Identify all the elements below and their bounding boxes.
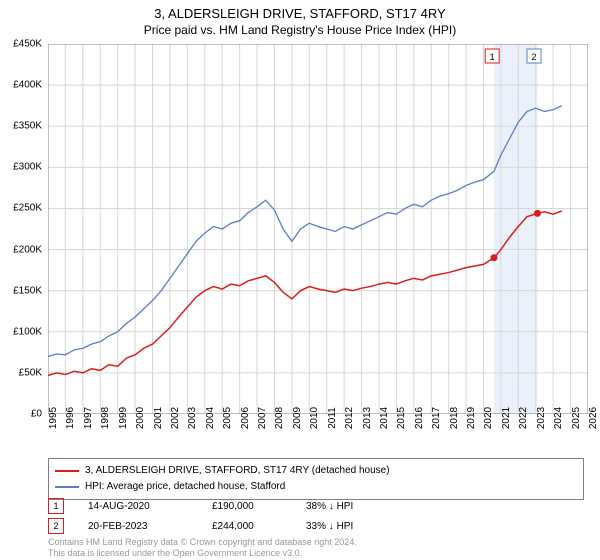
y-tick-label: £250K — [13, 203, 42, 214]
footer-line1: Contains HM Land Registry data © Crown c… — [48, 537, 357, 548]
transactions-list: 1 14-AUG-2020 £190,000 38% ↓ HPI 2 20-FEB-202… — [48, 498, 588, 538]
chart-subtitle: Price paid vs. HM Land Registry's House … — [0, 21, 600, 37]
x-tick-label: 2004 — [205, 407, 216, 429]
x-tick-label: 2017 — [431, 407, 442, 429]
legend-swatch — [55, 486, 79, 488]
transaction-badge: 2 — [48, 518, 64, 534]
x-tick-label: 1998 — [100, 407, 111, 429]
x-tick-label: 2006 — [240, 407, 251, 429]
y-tick-label: £0 — [31, 409, 42, 420]
y-tick-label: £300K — [13, 162, 42, 173]
svg-text:1: 1 — [490, 52, 495, 62]
x-tick-label: 2009 — [292, 407, 303, 429]
y-tick-label: £450K — [13, 39, 42, 50]
x-tick-label: 2023 — [536, 407, 547, 429]
x-tick-label: 2016 — [414, 407, 425, 429]
transaction-pct: 38% ↓ HPI — [306, 501, 396, 512]
x-tick-label: 2003 — [187, 407, 198, 429]
x-tick-label: 2022 — [518, 407, 529, 429]
footer-line2: This data is licensed under the Open Gov… — [48, 548, 357, 559]
x-tick-label: 1999 — [118, 407, 129, 429]
x-tick-label: 2008 — [274, 407, 285, 429]
chart-area: 12 £0£50K£100K£150K£200K£250K£300K£350K£… — [48, 44, 588, 414]
y-tick-label: £50K — [19, 367, 42, 378]
y-tick-label: £350K — [13, 121, 42, 132]
x-tick-label: 2015 — [396, 407, 407, 429]
legend-label: 3, ALDERSLEIGH DRIVE, STAFFORD, ST17 4RY… — [85, 463, 390, 479]
transaction-row: 2 20-FEB-2023 £244,000 33% ↓ HPI — [48, 518, 588, 534]
legend-box: 3, ALDERSLEIGH DRIVE, STAFFORD, ST17 4RY… — [48, 458, 584, 500]
x-tick-label: 2024 — [553, 407, 564, 429]
footer-attribution: Contains HM Land Registry data © Crown c… — [48, 537, 357, 559]
x-tick-label: 2010 — [309, 407, 320, 429]
legend-label: HPI: Average price, detached house, Staf… — [85, 479, 285, 495]
legend-item: 3, ALDERSLEIGH DRIVE, STAFFORD, ST17 4RY… — [55, 463, 577, 479]
x-tick-label: 2012 — [344, 407, 355, 429]
transaction-date: 20-FEB-2023 — [88, 521, 188, 532]
x-tick-label: 2014 — [379, 407, 390, 429]
plot-svg: 12 — [48, 44, 588, 414]
x-tick-label: 2001 — [153, 407, 164, 429]
x-tick-label: 2021 — [501, 407, 512, 429]
transaction-price: £244,000 — [212, 521, 282, 532]
transaction-price: £190,000 — [212, 501, 282, 512]
x-tick-label: 2002 — [170, 407, 181, 429]
y-tick-label: £200K — [13, 244, 42, 255]
y-tick-label: £100K — [13, 326, 42, 337]
x-tick-label: 2005 — [222, 407, 233, 429]
legend-swatch — [55, 470, 79, 472]
transaction-badge: 1 — [48, 498, 64, 514]
y-tick-label: £150K — [13, 285, 42, 296]
svg-text:2: 2 — [531, 52, 536, 62]
x-tick-label: 2011 — [327, 407, 338, 429]
y-tick-label: £400K — [13, 80, 42, 91]
x-tick-label: 2019 — [466, 407, 477, 429]
chart-title: 3, ALDERSLEIGH DRIVE, STAFFORD, ST17 4RY — [0, 0, 600, 21]
x-tick-label: 1995 — [48, 407, 59, 429]
chart-container: 3, ALDERSLEIGH DRIVE, STAFFORD, ST17 4RY… — [0, 0, 600, 560]
x-tick-label: 2018 — [449, 407, 460, 429]
transaction-date: 14-AUG-2020 — [88, 501, 188, 512]
transaction-pct: 33% ↓ HPI — [306, 521, 396, 532]
x-tick-label: 1996 — [65, 407, 76, 429]
x-tick-label: 2000 — [135, 407, 146, 429]
x-tick-label: 2025 — [571, 407, 582, 429]
x-tick-label: 2007 — [257, 407, 268, 429]
transaction-row: 1 14-AUG-2020 £190,000 38% ↓ HPI — [48, 498, 588, 514]
x-tick-label: 2013 — [362, 407, 373, 429]
x-tick-label: 2026 — [588, 407, 599, 429]
legend-item: HPI: Average price, detached house, Staf… — [55, 479, 577, 495]
x-tick-label: 1997 — [83, 407, 94, 429]
x-tick-label: 2020 — [483, 407, 494, 429]
